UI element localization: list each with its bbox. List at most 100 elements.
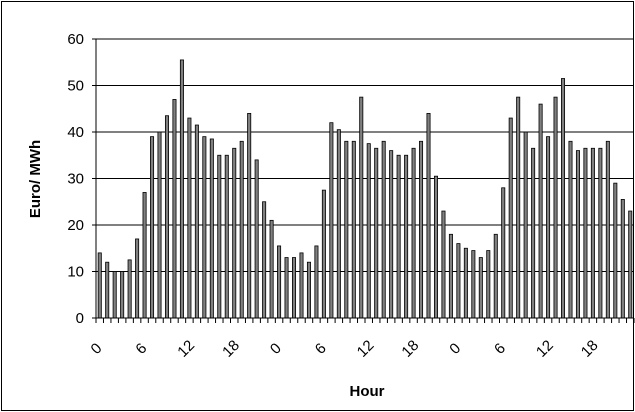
bar-16 (217, 154, 222, 319)
bar-7 (150, 136, 155, 319)
bar-58 (531, 147, 536, 319)
y-axis-title: Euro/ MWh (27, 140, 44, 218)
axes (92, 38, 635, 323)
x-tick-label-11: 18 (578, 337, 602, 361)
bar-26 (292, 257, 297, 319)
bar-65 (583, 147, 588, 319)
y-tick-labels: 0 10 20 30 40 50 60 (67, 31, 84, 327)
x-tick-labels: 0 6 12 18 0 6 12 18 0 6 12 18 (88, 337, 602, 361)
bar-57 (523, 131, 528, 319)
bars (97, 59, 633, 319)
bar-35 (359, 96, 364, 319)
y-tick-label-40: 40 (67, 124, 84, 141)
bar-47 (448, 233, 453, 319)
x-tick-label-5: 6 (312, 340, 330, 358)
bar-38 (381, 140, 386, 319)
x-tick-label-10: 12 (533, 337, 557, 361)
bar-9 (164, 115, 169, 319)
y-tick-label-50: 50 (67, 78, 84, 95)
bar-41 (404, 154, 409, 319)
bar-68 (605, 140, 610, 319)
bar-39 (389, 150, 394, 319)
x-tick-label-1: 6 (132, 340, 150, 358)
bar-23 (269, 219, 274, 319)
bar-0 (97, 252, 102, 319)
bar-18 (232, 147, 237, 319)
bar-21 (254, 159, 259, 319)
bar-17 (224, 154, 229, 319)
bar-37 (374, 147, 379, 319)
bar-28 (306, 261, 311, 319)
x-tick-label-2: 12 (174, 337, 198, 361)
bar-48 (456, 243, 461, 319)
bar-34 (351, 140, 356, 319)
bar-4 (127, 259, 132, 319)
x-tick-label-8: 0 (446, 340, 464, 358)
bar-2 (112, 271, 117, 319)
bar-24 (277, 245, 282, 319)
bar-27 (299, 252, 304, 319)
y-tick-label-30: 30 (67, 171, 84, 188)
bar-56 (516, 96, 521, 319)
bar-40 (396, 154, 401, 319)
bar-49 (463, 247, 468, 319)
bar-44 (426, 113, 431, 319)
bar-60 (546, 136, 551, 319)
bar-1 (105, 261, 110, 319)
bar-43 (419, 140, 424, 319)
bar-33 (344, 140, 349, 319)
bar-66 (590, 147, 595, 319)
bar-32 (336, 129, 341, 319)
bar-29 (314, 245, 319, 319)
y-tick-label-20: 20 (67, 217, 84, 234)
bar-12 (187, 117, 192, 319)
x-tick-label-3: 18 (219, 337, 243, 361)
y-tick-label-10: 10 (67, 264, 84, 281)
bar-10 (172, 99, 177, 319)
bar-69 (613, 182, 618, 319)
bar-5 (135, 238, 140, 319)
x-tick-label-0: 0 (88, 340, 106, 358)
bar-63 (568, 140, 573, 319)
x-tick-label-9: 6 (491, 340, 509, 358)
bar-13 (194, 124, 199, 319)
bar-54 (501, 187, 506, 319)
y-tick-label-60: 60 (67, 31, 84, 48)
bar-19 (239, 140, 244, 319)
bar-20 (247, 113, 252, 319)
x-axis-title: Hour (350, 383, 385, 400)
bar-70 (620, 199, 625, 319)
bar-11 (179, 59, 184, 319)
bar-46 (441, 210, 446, 319)
bar-6 (142, 192, 147, 319)
bar-25 (284, 257, 289, 319)
bar-50 (471, 250, 476, 319)
bar-3 (120, 271, 125, 319)
bar-15 (209, 138, 214, 319)
gridlines (96, 38, 634, 272)
bar-8 (157, 131, 162, 319)
bar-51 (478, 257, 483, 319)
bar-52 (486, 250, 491, 319)
bar-42 (411, 147, 416, 319)
y-tick-label-0: 0 (76, 310, 84, 327)
bar-59 (538, 103, 543, 319)
x-tick-label-7: 18 (398, 337, 422, 361)
bar-45 (433, 175, 438, 319)
x-tick-label-4: 0 (267, 340, 285, 358)
bar-22 (262, 201, 267, 319)
bar-36 (366, 143, 371, 319)
bar-14 (202, 136, 207, 319)
bar-62 (561, 78, 566, 319)
bar-64 (575, 150, 580, 319)
bar-31 (329, 122, 334, 319)
bar-53 (493, 233, 498, 319)
x-tick-label-6: 12 (354, 337, 378, 361)
bar-30 (321, 189, 326, 319)
bar-71 (628, 210, 633, 319)
bar-61 (553, 96, 558, 319)
bar-55 (508, 117, 513, 319)
bar-67 (598, 147, 603, 319)
